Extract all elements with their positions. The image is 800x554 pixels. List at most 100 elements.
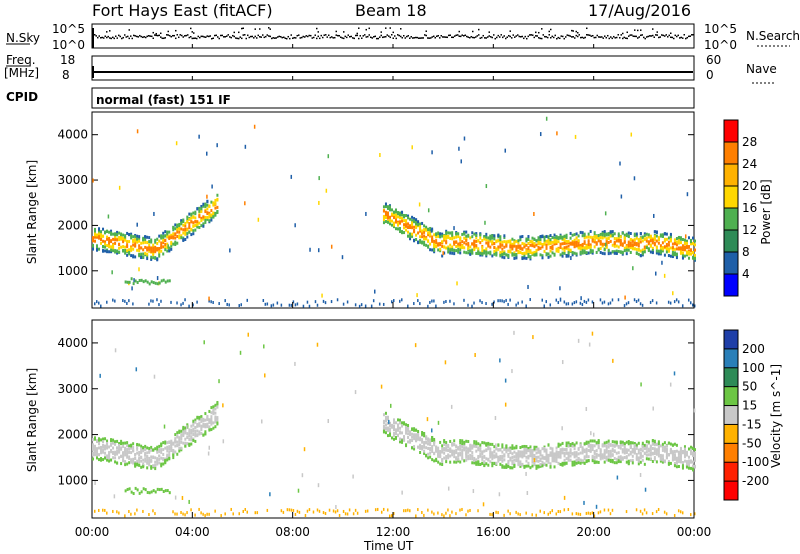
velocity-sparse-cell [577,338,580,343]
power-cell [589,229,592,233]
power-cell [501,255,504,259]
velocity-cell [180,440,183,444]
noise-outlier [538,31,540,34]
velocity-cell [641,454,644,458]
noise-point [434,37,436,39]
power-cell [461,246,464,250]
velocity-cell [471,454,474,458]
velocity-cell [188,428,191,432]
velocity-colorbar-label: Velocity [m s^-1] [769,364,783,468]
power-cell [639,232,642,236]
velocity-cell [146,451,149,455]
power-cell [435,245,438,249]
power-low-cell [146,280,149,284]
noise-point [307,35,309,38]
power-cell [447,245,450,249]
power-cell [160,241,163,245]
power-cell [581,231,584,235]
velocity-ground-cell [348,508,351,512]
velocity-low-cell [154,490,157,494]
power-cell [168,230,171,234]
noise-point [320,34,322,37]
power-cell [198,221,201,225]
velocity-cell [625,440,628,444]
power-cell [415,221,418,225]
velocity-cell [110,458,113,462]
velocity-y-tick-label-4000: 4000 [57,336,88,350]
power-cell [641,248,644,252]
noise-outlier [175,29,177,32]
noise-point [314,34,316,36]
velocity-cell [449,460,452,464]
velocity-cell [202,433,205,437]
velocity-cell [677,455,680,459]
power-cell [419,235,422,239]
noise-point [158,34,160,37]
power-cell [694,248,696,252]
power-cell [411,221,414,225]
noise-point [329,36,331,39]
noise-point [439,37,441,39]
noise-outlier [509,30,511,32]
velocity-cell [545,448,548,452]
velocity-cell [581,448,584,452]
velocity-cell [144,448,147,452]
velocity-cell [138,443,141,447]
velocity-cell [689,460,692,464]
noise-point [118,34,120,37]
velocity-cell [208,409,211,413]
power-cell [182,236,185,240]
power-cell [599,242,602,246]
power-cell [489,239,492,243]
power-cell [142,241,145,245]
velocity-cell [539,464,542,468]
power-cell [122,233,125,237]
velocity-sparse-cell [174,495,177,500]
velocity-cell [443,456,446,460]
power-cell [609,234,612,238]
velocity-cell [168,447,171,451]
power-cell [132,247,135,251]
power-ground-cell [579,301,582,305]
power-cell [603,242,606,246]
power-cell [619,238,622,242]
power-cell [613,242,616,246]
power-cell [485,238,488,242]
power-cell [100,235,103,239]
power-cell [485,250,488,254]
velocity-cell [589,446,592,450]
nave-label: Nave [746,62,777,76]
noise-point [352,37,354,39]
velocity-cell [599,450,602,454]
noise-point [317,35,319,38]
velocity-cell [537,465,540,469]
velocity-cell [595,455,598,459]
power-low-cell [160,279,163,283]
velocity-cell [531,448,534,452]
velocity-colorbar-swatch-6 [724,443,738,463]
power-cell [473,239,476,243]
velocity-cell [192,432,195,436]
power-cell [665,250,668,254]
power-colorbar-swatch-7 [724,274,738,296]
noise-point [304,36,306,38]
power-cell [537,240,540,244]
noise-point [112,36,114,39]
power-cell [411,232,414,236]
power-cell [663,237,666,241]
power-ground-cell [228,303,230,307]
velocity-cell [515,453,518,457]
velocity-cell [661,445,664,449]
noise-point [431,36,433,38]
velocity-cell [461,448,464,452]
power-cell [533,245,536,249]
power-cell [435,235,438,239]
velocity-cell [198,424,201,428]
power-cell [653,230,656,234]
velocity-colorbar-swatch-5 [724,424,738,444]
velocity-cell [138,463,141,467]
power-cell [186,235,189,239]
noise-point [493,34,495,36]
noise-point [556,37,558,40]
power-cell [547,255,550,259]
